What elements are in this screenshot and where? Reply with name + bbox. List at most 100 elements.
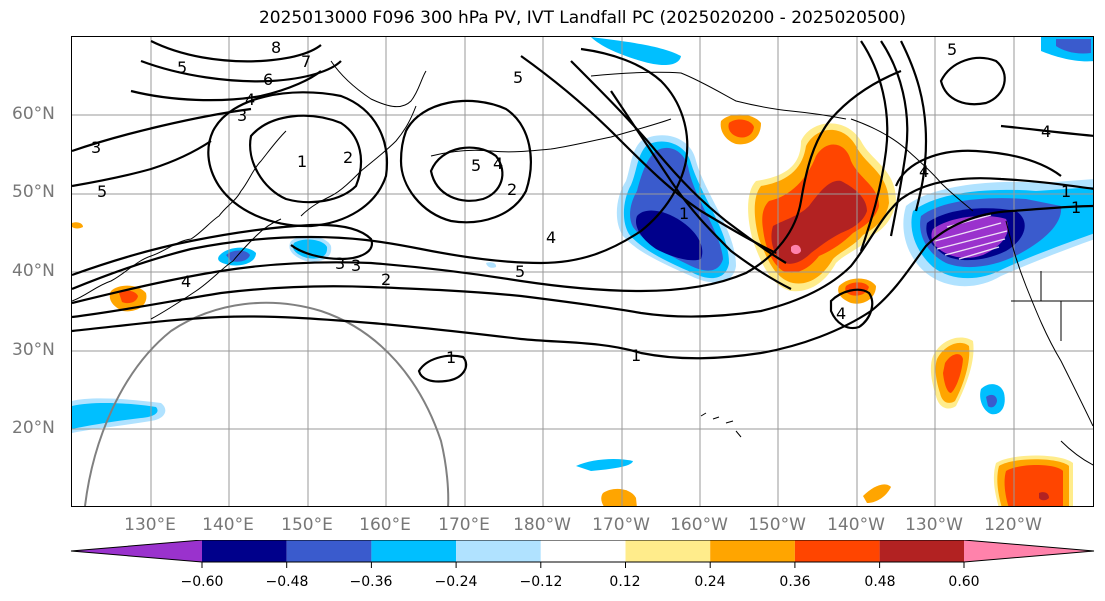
- contour-label: 5: [97, 182, 107, 201]
- lon-label-140w: 140°W: [827, 515, 885, 535]
- shade-pos-red-ak: [728, 119, 754, 138]
- colorbar-segment-8: [794, 540, 880, 562]
- colorbar-segment-3: [371, 540, 457, 562]
- great-circle-outline: [84, 301, 450, 506]
- shade-neg-blue-n2: [1056, 39, 1091, 54]
- shade-neg-blue-w2: [226, 250, 250, 262]
- lon-label-140e: 140°E: [202, 515, 254, 535]
- contour-label: 3: [91, 138, 101, 157]
- coast-kuril: [300, 105, 417, 217]
- lat-label-60n: 60°N: [12, 104, 55, 124]
- contour-label: 4: [181, 272, 191, 291]
- coast-aleutians: [430, 118, 672, 157]
- pv-contour-ne-4: [1000, 124, 1093, 137]
- contour-label: 1: [631, 346, 641, 365]
- contour-label: 2: [381, 270, 391, 289]
- contour-label: 5: [947, 40, 957, 59]
- lon-label-170w: 170°W: [592, 515, 650, 535]
- lon-label-170e: 170°E: [438, 515, 490, 535]
- contour-label: 8: [271, 38, 281, 57]
- contour-label: 3: [335, 254, 345, 273]
- lat-label-50n: 50°N: [12, 182, 55, 202]
- pv-contour-2-main: [72, 177, 1093, 319]
- colorbar-segment-5: [540, 540, 626, 562]
- lon-label-130e: 130°E: [124, 515, 176, 535]
- pv-contour-high-mid2: [399, 99, 532, 224]
- colorbar-segment-0: [71, 540, 202, 562]
- colorbar-tick-label: −0.36: [349, 574, 393, 590]
- coast-east-asia: [72, 130, 287, 302]
- shade-neg-sky-trop: [576, 458, 633, 471]
- lat-label-20n: 20°N: [12, 418, 55, 438]
- map-panel: 8 7 6 5 4 3 3 5 1 2 5 4 3 1 4 5 4 5 2 3 …: [71, 36, 1094, 507]
- shade-pos-orange-trop: [601, 488, 637, 506]
- lon-label-160w: 160°W: [670, 515, 728, 535]
- contour-label: 4: [546, 228, 556, 247]
- pv-contour-high-nw2: [207, 91, 388, 228]
- coast-hawaii: [700, 412, 742, 438]
- contour-label: 4: [919, 162, 929, 181]
- border-us: [1011, 271, 1093, 341]
- contour-label: 3: [237, 106, 247, 125]
- contour-label: 1: [1061, 182, 1071, 201]
- pv-contour-ne-high: [894, 149, 1062, 187]
- colorbar-segment-10: [964, 540, 1094, 562]
- contour-label: 1: [679, 204, 689, 223]
- contour-label: 3: [351, 256, 361, 275]
- shade-pos-darkred-e: [771, 180, 867, 264]
- shade-neg-navy-cp: [635, 210, 703, 261]
- pv-contour-high-mid: [429, 146, 504, 202]
- contour-label: 5: [513, 68, 523, 87]
- shade-pos-red-sub: [943, 354, 963, 393]
- contour-label: 5: [515, 262, 525, 281]
- lon-label-120w: 120°W: [984, 515, 1042, 535]
- map-title: 2025013000 F096 300 hPa PV, IVT Landfall…: [258, 8, 906, 28]
- contour-label: 1: [446, 348, 456, 367]
- contour-label: 1: [1071, 198, 1081, 217]
- pv-contour-high-top: [150, 40, 322, 63]
- coast-kamchatka: [330, 60, 427, 108]
- contour-label: 4: [493, 154, 503, 173]
- lon-label-150e: 150°E: [281, 515, 333, 535]
- contour-label: 4: [245, 90, 255, 109]
- shade-neg-pale-ss: [486, 262, 497, 268]
- coast-us-west: [1005, 220, 1093, 427]
- contour-label-group: 8 7 6 5 4 3 3 5 1 2 5 4 3 1 4 5 4 5 2 3 …: [91, 38, 1081, 367]
- pv-contour-high-top2: [140, 59, 342, 83]
- pv-contour-ridge: [829, 288, 874, 330]
- pv-contour-ne-high2: [939, 56, 1006, 106]
- pv-contour-trough-c: [520, 55, 777, 254]
- shade-neg-blue-sub: [986, 394, 997, 408]
- contour-label: 2: [343, 148, 353, 167]
- shade-pos-orange-trop2: [863, 484, 891, 503]
- colorbar-tick-label: −0.48: [265, 574, 309, 590]
- colorbar-segment-9: [879, 540, 965, 562]
- colorbar-segment-1: [202, 540, 287, 562]
- colorbar: [70, 540, 1095, 568]
- coast-alaska: [590, 71, 847, 120]
- lat-label-30n: 30°N: [12, 340, 55, 360]
- colorbar-tick-label: 0.36: [779, 574, 811, 590]
- contour-label: 4: [836, 304, 846, 323]
- colorbar-tick-label: 0.12: [609, 574, 641, 590]
- colorbar-segment-7: [710, 540, 795, 562]
- colorbar-tick-label: −0.24: [434, 574, 478, 590]
- pv-contour-high-nw: [249, 114, 363, 204]
- contour-label: 5: [177, 58, 187, 77]
- pv-contour-4-main: [72, 47, 689, 291]
- shading-layer: [72, 37, 1093, 506]
- shade-pos-red-w: [119, 290, 138, 304]
- shade-pos-darkred-se: [1039, 492, 1049, 501]
- colorbar-segment-4: [456, 540, 541, 562]
- pv-contour-ne-ridge: [859, 40, 889, 252]
- pv-contour-nw-5: [72, 140, 212, 188]
- pv-contour-nw-3: [72, 107, 252, 153]
- lon-label-160e: 160°E: [359, 515, 411, 535]
- pv-contour-1-main: [72, 204, 1093, 360]
- shade-neg-sky-w1: [292, 239, 328, 259]
- pv-contour-3-main: [72, 69, 902, 305]
- contour-label: 2: [507, 180, 517, 199]
- contour-label: 1: [297, 152, 307, 171]
- lon-label-180w: 180°W: [513, 515, 571, 535]
- pv-contour-ne-ridge2: [880, 40, 909, 237]
